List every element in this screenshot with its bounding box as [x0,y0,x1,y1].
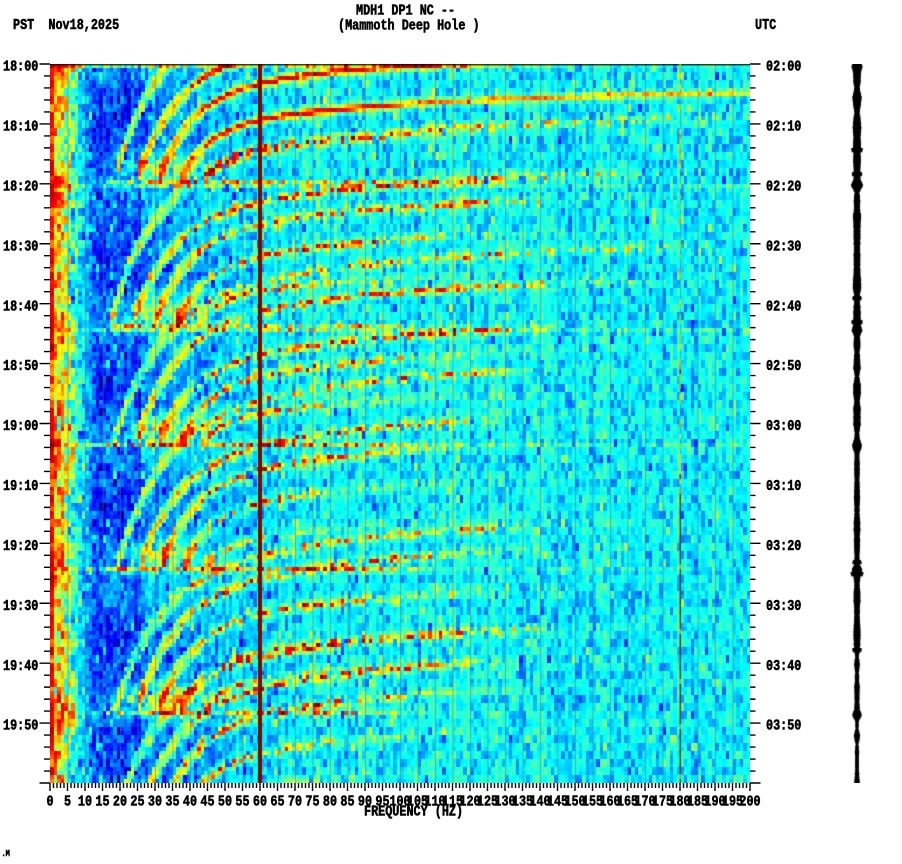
svg-text:40: 40 [183,794,197,811]
svg-text:02:30: 02:30 [766,239,801,256]
svg-text:03:40: 03:40 [766,659,801,676]
svg-text:19:10: 19:10 [3,479,38,496]
svg-text:10: 10 [78,794,92,811]
svg-text:25: 25 [130,794,144,811]
svg-text:195: 195 [722,794,743,811]
svg-text:120: 120 [459,794,480,811]
svg-text:185: 185 [687,794,708,811]
svg-text:.M: .M [2,849,11,859]
svg-text:130: 130 [494,794,515,811]
svg-text:15: 15 [95,794,109,811]
svg-text:200: 200 [739,794,760,811]
svg-text:02:20: 02:20 [766,179,801,196]
svg-text:18:10: 18:10 [3,119,38,136]
svg-text:03:20: 03:20 [766,539,801,556]
svg-text:55: 55 [235,794,249,811]
svg-text:02:50: 02:50 [766,359,801,376]
svg-text:19:30: 19:30 [3,599,38,616]
svg-text:18:50: 18:50 [3,359,38,376]
svg-text:18:20: 18:20 [3,179,38,196]
svg-text:125: 125 [477,794,498,811]
svg-text:19:20: 19:20 [3,539,38,556]
svg-text:190: 190 [704,794,725,811]
svg-text:20: 20 [113,794,127,811]
svg-text:45: 45 [200,794,214,811]
svg-text:03:00: 03:00 [766,419,801,436]
svg-text:19:00: 19:00 [3,419,38,436]
svg-text:145: 145 [547,794,568,811]
svg-text:150: 150 [564,794,585,811]
svg-text:160: 160 [599,794,620,811]
svg-text:03:10: 03:10 [766,479,801,496]
svg-text:03:30: 03:30 [766,599,801,616]
svg-text:135: 135 [512,794,533,811]
svg-text:5: 5 [64,794,71,811]
svg-text:19:50: 19:50 [3,719,38,736]
svg-text:155: 155 [582,794,603,811]
svg-text:85: 85 [340,794,354,811]
svg-text:18:30: 18:30 [3,239,38,256]
svg-text:95: 95 [375,794,389,811]
svg-text:110: 110 [424,794,445,811]
svg-text:18:00: 18:00 [3,59,38,76]
svg-text:70: 70 [288,794,302,811]
svg-text:30: 30 [148,794,162,811]
svg-text:100: 100 [389,794,410,811]
svg-text:35: 35 [165,794,179,811]
svg-text:19:40: 19:40 [3,659,38,676]
svg-text:90: 90 [358,794,372,811]
svg-text:105: 105 [407,794,428,811]
svg-text:MDH1 DP1 NC --: MDH1 DP1 NC -- [356,3,455,20]
svg-text:02:00: 02:00 [766,59,801,76]
svg-text:50: 50 [218,794,232,811]
svg-text:170: 170 [634,794,655,811]
svg-text:175: 175 [652,794,673,811]
svg-text:PST Nov18,2025: PST Nov18,2025 [13,18,119,35]
svg-text:0: 0 [47,794,54,811]
svg-text:02:40: 02:40 [766,299,801,316]
svg-text:140: 140 [529,794,550,811]
svg-text:65: 65 [270,794,284,811]
svg-text:80: 80 [323,794,337,811]
svg-text:UTC: UTC [755,18,776,35]
svg-text:FREQUENCY (HZ): FREQUENCY (HZ) [364,804,463,821]
svg-text:115: 115 [442,794,463,811]
svg-text:75: 75 [305,794,319,811]
svg-text:03:50: 03:50 [766,719,801,736]
svg-text:18:40: 18:40 [3,299,38,316]
svg-text:165: 165 [617,794,638,811]
svg-text:(Mammoth Deep Hole ): (Mammoth Deep Hole ) [338,18,480,35]
svg-text:60: 60 [253,794,267,811]
svg-text:180: 180 [669,794,690,811]
svg-text:02:10: 02:10 [766,119,801,136]
